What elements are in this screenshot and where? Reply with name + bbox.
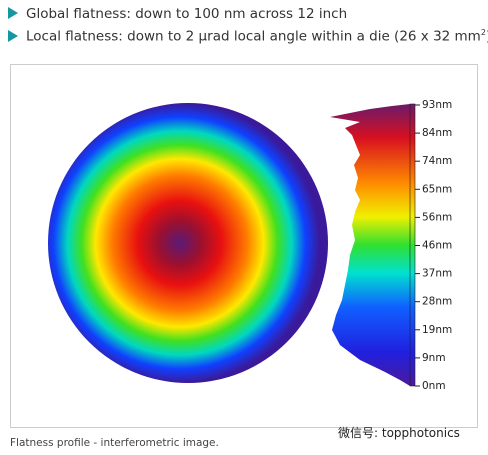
scale-label: 9nm (422, 352, 446, 364)
scale-label: 19nm (422, 324, 452, 336)
bullet-text: ) (486, 29, 488, 45)
scale-label: 56nm (422, 211, 452, 223)
bullet-text: Local flatness: down to 2 µrad local ang… (26, 28, 481, 45)
bullet-icon (8, 29, 18, 42)
bullet-text: Global flatness: down to 100 nm across 1… (26, 6, 348, 22)
scale-label: 28nm (422, 296, 452, 308)
watermark: 微信号: topphotonics (338, 426, 460, 440)
scale-label: 65nm (422, 183, 452, 195)
wafer-map (48, 103, 328, 383)
bullet: Local flatness: down to 2 µrad local ang… (8, 28, 488, 45)
bullet: Global flatness: down to 100 nm across 1… (8, 6, 347, 22)
scale-label: 74nm (422, 155, 452, 167)
histogram (330, 104, 410, 386)
scale-label: 37nm (422, 268, 452, 280)
caption: Flatness profile - interferometric image… (10, 437, 219, 449)
superscript: 2 (480, 28, 486, 37)
scale-label: 84nm (422, 127, 452, 139)
scale-label: 0nm (422, 380, 446, 392)
scale-label: 93nm (422, 99, 452, 111)
bullet-icon (8, 7, 18, 19)
scale-label: 46nm (422, 240, 452, 252)
color-bar (409, 103, 416, 387)
